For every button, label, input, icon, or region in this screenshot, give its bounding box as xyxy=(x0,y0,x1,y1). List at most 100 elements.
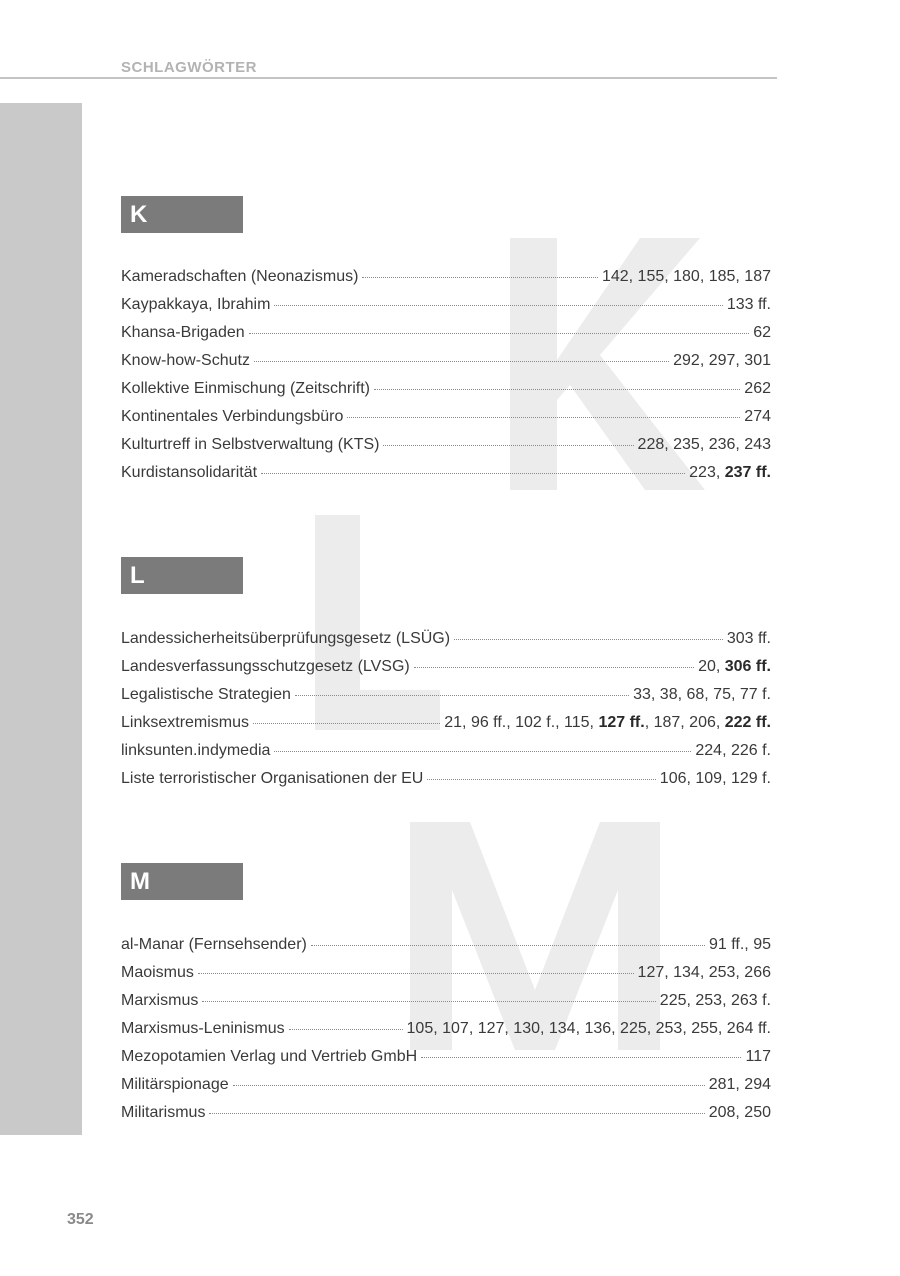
page-references: 117 xyxy=(745,1048,771,1066)
dot-leader xyxy=(274,305,723,306)
page-references: 224, 226 f. xyxy=(695,742,771,760)
index-entry: Landessicherheitsüberprüfungsgesetz (LSÜ… xyxy=(121,630,771,658)
section-heading-l: L xyxy=(121,557,243,594)
page-reference: 117 xyxy=(745,1048,771,1065)
main-page-reference: 237 ff. xyxy=(724,464,771,481)
index-term: Khansa-Brigaden xyxy=(121,324,245,341)
page-references: 228, 235, 236, 243 xyxy=(638,436,771,454)
page-reference: 223, xyxy=(689,464,725,481)
index-entry: Mezopotamien Verlag und Vertrieb GmbH 117 xyxy=(121,1048,771,1076)
index-entry: Marxismus-Leninismus 105, 107, 127, 130, … xyxy=(121,1020,771,1048)
index-entry: Maoismus 127, 134, 253, 266 xyxy=(121,964,771,992)
side-bar xyxy=(0,103,82,1135)
page-references: 105, 107, 127, 130, 134, 136, 225, 253, … xyxy=(407,1020,771,1038)
section-entries-k: Kameradschaften (Neonazismus) 142, 155, 1… xyxy=(121,268,771,492)
index-term: Kurdistansolidarität xyxy=(121,464,258,481)
page-references: 33, 38, 68, 75, 77 f. xyxy=(633,686,771,704)
page-reference: 281, 294 xyxy=(708,1076,771,1093)
dot-leader xyxy=(427,779,656,780)
index-entry: Militärspionage 281, 294 xyxy=(121,1076,771,1104)
page-references: 274 xyxy=(744,408,771,426)
page-reference: 91 ff., 95 xyxy=(709,936,771,953)
page-references: 223, 237 ff. xyxy=(689,464,771,482)
index-entry: Kameradschaften (Neonazismus) 142, 155, 1… xyxy=(121,268,771,296)
index-entry: Marxismus 225, 253, 263 f. xyxy=(121,992,771,1020)
index-term: Marxismus xyxy=(121,992,199,1009)
page-reference: 262 xyxy=(744,380,771,397)
dot-leader xyxy=(362,277,598,278)
index-term: Kulturtreff in Selbstverwaltung (KTS) xyxy=(121,436,380,453)
index-term: Linksextremismus xyxy=(121,714,250,731)
index-term: Mezopotamien Verlag und Vertrieb GmbH xyxy=(121,1048,418,1065)
index-entry: Kollektive Einmischung (Zeitschrift) 262 xyxy=(121,380,771,408)
index-entry: Kontinentales Verbindungsbüro 274 xyxy=(121,408,771,436)
index-entry: Khansa-Brigaden 62 xyxy=(121,324,771,352)
page-references: 142, 155, 180, 185, 187 xyxy=(602,268,771,286)
index-entry: Legalistische Strategien 33, 38, 68, 75, … xyxy=(121,686,771,714)
page-reference: 225, 253, 263 f. xyxy=(659,992,771,1009)
page-references: 225, 253, 263 f. xyxy=(660,992,771,1010)
watermark-letter-l xyxy=(315,515,440,730)
watermark-letter-k xyxy=(510,238,705,490)
index-entry: Know-how-Schutz 292, 297, 301 xyxy=(121,352,771,380)
dot-leader xyxy=(310,945,706,946)
dot-leader xyxy=(197,973,634,974)
page-number: 352 xyxy=(67,1211,94,1228)
page-references: 21, 96 ff., 102 f., 115, 127 ff., 187, 2… xyxy=(444,714,771,732)
main-page-reference: 306 ff. xyxy=(724,658,771,675)
index-entry: Landesverfassungsschutzgesetz (LVSG) 20, … xyxy=(121,658,771,686)
index-entry: Kulturtreff in Selbstverwaltung (KTS) 228… xyxy=(121,436,771,464)
index-term: Know-how-Schutz xyxy=(121,352,250,369)
page-reference: 133 ff. xyxy=(726,296,771,313)
dot-leader xyxy=(373,389,741,390)
index-entry: Kurdistansolidarität 223, 237 ff. xyxy=(121,464,771,492)
page-references: 106, 109, 129 f. xyxy=(660,770,771,788)
page-reference: 106, 109, 129 f. xyxy=(659,770,771,787)
page-references: 133 ff. xyxy=(727,296,771,314)
page-reference: 127, 134, 253, 266 xyxy=(637,964,771,981)
dot-leader xyxy=(209,1113,705,1114)
index-term: Landesverfassungsschutzgesetz (LVSG) xyxy=(121,658,410,675)
dot-leader xyxy=(347,417,741,418)
main-page-reference: 127 ff. xyxy=(598,714,645,731)
page-references: 62 xyxy=(753,324,771,342)
index-term: Maoismus xyxy=(121,964,194,981)
index-entry: Linksextremismus 21, 96 ff., 102 f., 115,… xyxy=(121,714,771,742)
section-heading-k: K xyxy=(121,196,243,233)
dot-leader xyxy=(253,723,441,724)
page-reference: 208, 250 xyxy=(708,1104,771,1121)
page-reference: 303 ff. xyxy=(726,630,771,647)
index-term: Kollektive Einmischung (Zeitschrift) xyxy=(121,380,370,397)
index-term: Marxismus-Leninismus xyxy=(121,1020,285,1037)
watermark-letter-m xyxy=(410,822,660,1050)
index-term: Militärspionage xyxy=(121,1076,229,1093)
dot-leader xyxy=(421,1057,742,1058)
page-references: 20, 306 ff. xyxy=(698,658,771,676)
header-rule xyxy=(0,77,777,79)
index-term: Legalistische Strategien xyxy=(121,686,291,703)
dot-leader xyxy=(383,445,634,446)
index-entry: Liste terroristischer Organisationen der… xyxy=(121,770,771,798)
index-term: Kontinentales Verbindungsbüro xyxy=(121,408,344,425)
page-reference: 224, 226 f. xyxy=(695,742,771,759)
running-head: SCHLAGWÖRTER xyxy=(121,59,257,76)
page-reference: 292, 297, 301 xyxy=(673,352,771,369)
page-references: 91 ff., 95 xyxy=(709,936,771,954)
dot-leader xyxy=(261,473,686,474)
page-references: 292, 297, 301 xyxy=(673,352,771,370)
page-reference: 21, 96 ff., 102 f., 115, xyxy=(444,714,599,731)
index-term: al-Manar (Fernsehsender) xyxy=(121,936,307,953)
dot-leader xyxy=(202,1001,656,1002)
dot-leader xyxy=(288,1029,403,1030)
index-term: linksunten.indymedia xyxy=(121,742,271,759)
dot-leader xyxy=(248,333,750,334)
page-reference: 228, 235, 236, 243 xyxy=(637,436,771,453)
page-references: 281, 294 xyxy=(709,1076,771,1094)
index-entry: al-Manar (Fernsehsender) 91 ff., 95 xyxy=(121,936,771,964)
section-entries-l: Landessicherheitsüberprüfungsgesetz (LSÜ… xyxy=(121,630,771,798)
index-term: Landessicherheitsüberprüfungsgesetz (LSÜ… xyxy=(121,630,451,647)
index-entry: Militarismus 208, 250 xyxy=(121,1104,771,1132)
page-reference: 62 xyxy=(753,324,771,341)
main-page-reference: 222 ff. xyxy=(724,714,771,731)
